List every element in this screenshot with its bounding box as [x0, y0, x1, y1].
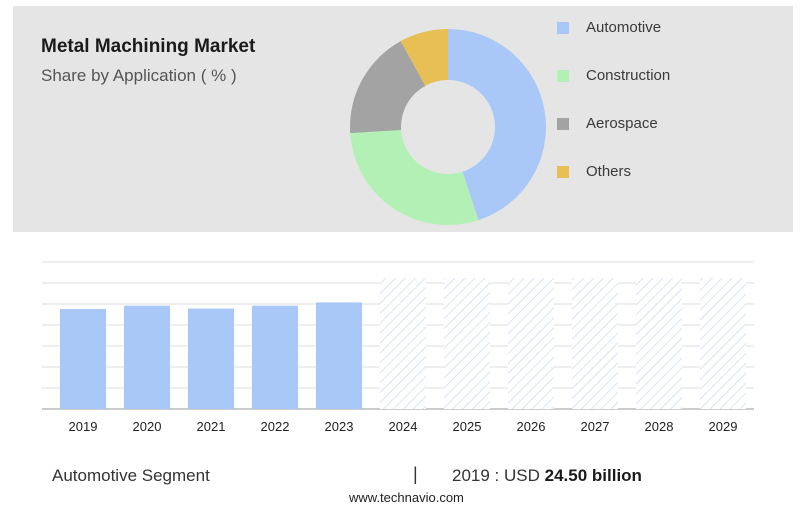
legend-swatch [557, 70, 569, 82]
legend-label: Construction [586, 67, 671, 84]
source-link[interactable]: www.technavio.com [349, 490, 464, 505]
forecast-bar-2028 [636, 278, 682, 409]
forecast-bar-2024 [380, 278, 426, 409]
donut-slice-construction [350, 129, 479, 225]
donut-slice-aerospace [350, 41, 426, 134]
forecast-bar-2025 [444, 278, 490, 409]
legend-label: Others [586, 163, 632, 180]
bar-2022 [252, 305, 298, 409]
x-tick-label-2026: 2026 [517, 419, 546, 434]
forecast-bar-2027 [572, 278, 618, 409]
x-tick-label-2019: 2019 [69, 419, 98, 434]
x-tick-label-2021: 2021 [197, 419, 226, 434]
x-tick-label-2025: 2025 [453, 419, 482, 434]
donut-chart [350, 29, 546, 225]
segment-value-prefix: 2019 : USD [452, 466, 540, 485]
bar-2023 [316, 302, 362, 409]
bar-2021 [188, 308, 234, 409]
forecast-bar-2026 [508, 278, 554, 409]
legend-label: Automotive [586, 19, 662, 36]
segment-label: Automotive Segment [52, 466, 210, 485]
segment-value: 2019 : USD 24.50 billion [452, 466, 642, 486]
legend-label: Aerospace [586, 115, 658, 132]
legend-swatch [557, 22, 569, 34]
legend-swatch [557, 166, 569, 178]
legend-swatch [557, 118, 569, 130]
x-tick-label-2023: 2023 [325, 419, 354, 434]
x-tick-label-2022: 2022 [261, 419, 290, 434]
chart-title: Metal Machining Market [41, 36, 256, 57]
x-tick-label-2027: 2027 [581, 419, 610, 434]
bar-2019 [60, 308, 106, 409]
footer-separator: | [413, 464, 418, 484]
segment-value-amount: 24.50 billion [544, 466, 642, 485]
donut-slice-others [400, 29, 448, 86]
forecast-bar-2029 [700, 278, 746, 409]
x-tick-label-2028: 2028 [645, 419, 674, 434]
chart-subtitle: Share by Application ( % ) [41, 66, 237, 85]
bar-2020 [124, 305, 170, 409]
donut-slice-automotive [448, 29, 546, 221]
x-tick-label-2024: 2024 [389, 419, 418, 434]
x-tick-label-2020: 2020 [133, 419, 162, 434]
bar-chart: 2019 2020 2021 2022 2023 2024 2025 2026 2027 2028… [42, 261, 754, 434]
x-tick-label-2029: 2029 [709, 419, 738, 434]
